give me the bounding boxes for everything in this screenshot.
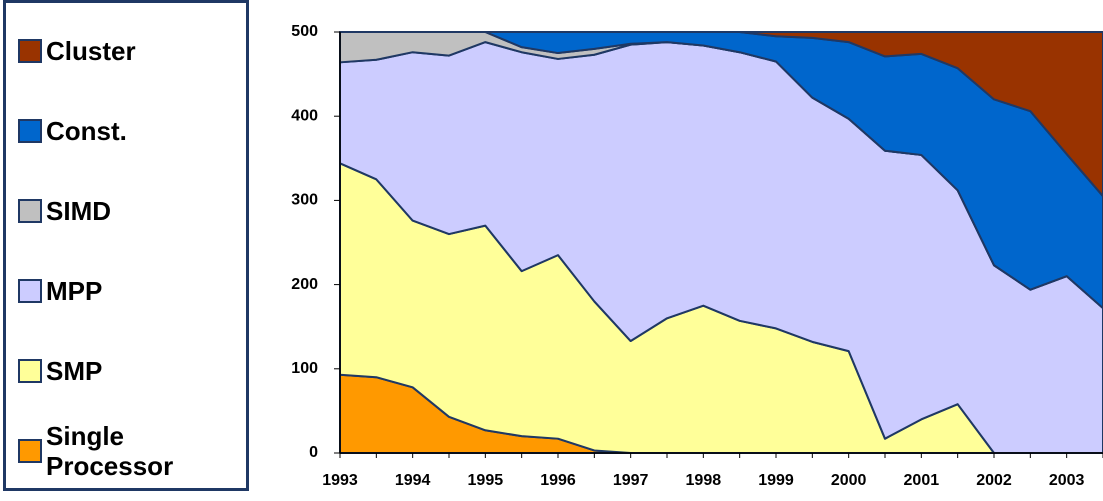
x-tick-label: 1993	[322, 472, 358, 489]
x-tick-label: 1996	[540, 472, 576, 489]
x-tick-label: 1999	[758, 472, 794, 489]
y-tick-label: 0	[309, 444, 318, 461]
x-tick-label: 1994	[395, 472, 431, 489]
legend-swatch	[18, 279, 42, 303]
legend-label: Cluster	[46, 36, 136, 66]
legend-label: Const.	[46, 116, 127, 146]
legend-item: Const.	[18, 91, 246, 171]
y-tick-label: 300	[291, 192, 318, 209]
legend-label: SIMD	[46, 196, 111, 226]
y-tick-label: 400	[291, 107, 318, 124]
x-tick-label: 2003	[1049, 472, 1085, 489]
legend-item: SMP	[18, 331, 246, 411]
legend-label: MPP	[46, 276, 103, 306]
legend: Cluster Const. SIMD MPP SMP Single Processor	[3, 0, 249, 491]
area	[339, 31, 1103, 198]
x-tick-label: 1995	[468, 472, 504, 489]
legend-swatch	[18, 119, 42, 143]
legend-label: SMP	[46, 356, 103, 386]
x-tick-label: 2000	[831, 472, 867, 489]
legend-swatch	[18, 199, 42, 223]
legend-label: Single Processor	[46, 421, 174, 481]
x-tick-label: 2002	[976, 472, 1012, 489]
legend-item: MPP	[18, 251, 246, 331]
x-tick-label: 2001	[904, 472, 940, 489]
y-tick-label: 500	[291, 23, 318, 40]
y-tick-label: 200	[291, 276, 318, 293]
legend-item: Single Processor	[18, 411, 246, 491]
legend-swatch	[18, 39, 42, 63]
legend-swatch	[18, 439, 42, 463]
legend-swatch	[18, 359, 42, 383]
legend-item: SIMD	[18, 171, 246, 251]
x-tick-label: 1998	[686, 472, 722, 489]
legend-item: Cluster	[18, 11, 246, 91]
x-tick-label: 1997	[613, 472, 649, 489]
y-tick-label: 100	[291, 360, 318, 377]
